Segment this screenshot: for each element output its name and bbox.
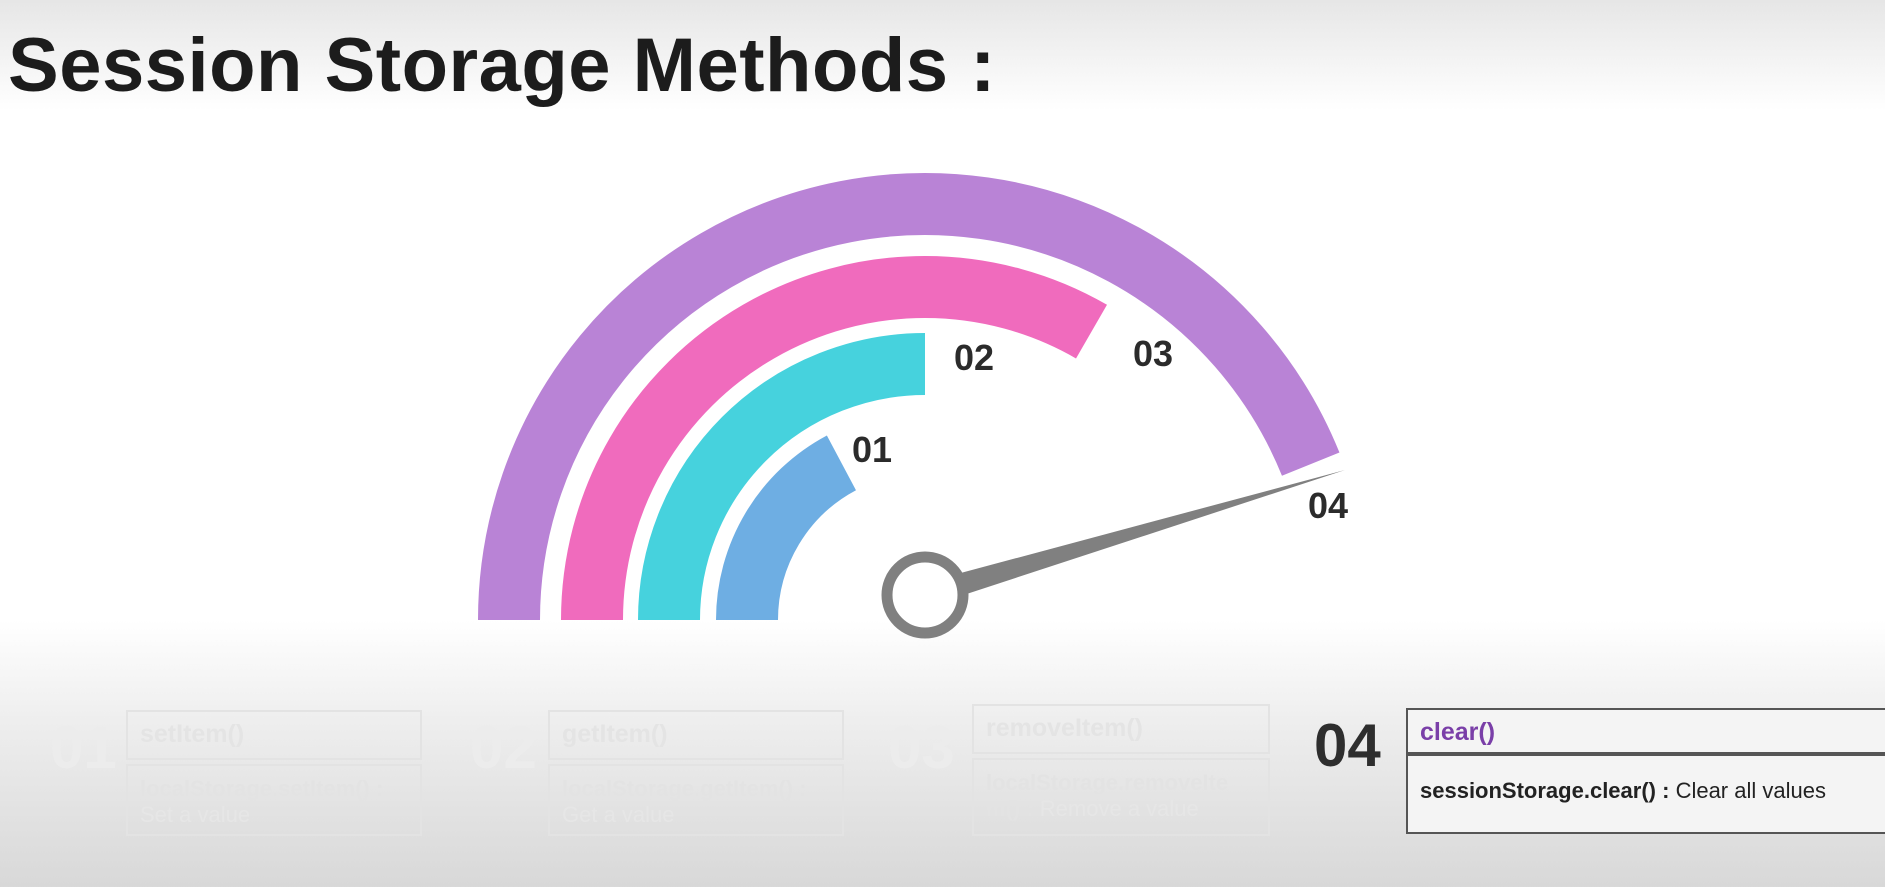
step-title: setItem() bbox=[140, 720, 245, 748]
gauge-label-02: 02 bbox=[954, 337, 994, 378]
step-description: sessionStorage.clear() : Clear all value… bbox=[1408, 756, 1885, 804]
step-code: localStorage.setItem() : bbox=[140, 776, 384, 801]
needle-pointer bbox=[921, 470, 1345, 607]
step-title-box: removeItem() bbox=[972, 704, 1270, 754]
step-desc-text: Clear all values bbox=[1675, 778, 1826, 803]
step-desc-box: sessionStorage.clear() : Clear all value… bbox=[1406, 754, 1885, 834]
step-code: sessionStorage.clear() : bbox=[1420, 778, 1670, 803]
step-desc-box: localStorage.getItem() : Get a value bbox=[548, 764, 844, 836]
step-desc-box: localStorage.removeIte m() : Remove a val… bbox=[972, 758, 1270, 836]
step-number: 01 bbox=[50, 714, 117, 781]
step-desc-text: Set a value bbox=[140, 802, 251, 828]
gauge-ring-01 bbox=[716, 435, 857, 621]
step-description: localStorage.removeIte m() : Remove a val… bbox=[974, 760, 1268, 823]
gauge-label-01: 01 bbox=[852, 429, 892, 470]
step-desc-text: Remove a value bbox=[1039, 796, 1199, 822]
step-title: removeItem() bbox=[986, 714, 1143, 742]
step-number: 02 bbox=[470, 714, 537, 781]
gauge-needle bbox=[881, 470, 1345, 639]
step-title-box: getItem() bbox=[548, 710, 844, 760]
step-title-box: clear() bbox=[1406, 708, 1885, 754]
step-description: localStorage.setItem() : Set a value bbox=[128, 766, 420, 829]
step-code: localStorage.removeIte bbox=[986, 770, 1229, 795]
step-title: clear() bbox=[1420, 718, 1496, 746]
step-number: 04 bbox=[1314, 712, 1381, 779]
step-title: getItem() bbox=[562, 720, 668, 748]
step-code-cont: m() : bbox=[986, 796, 1034, 822]
step-code: localStorage.getItem() : bbox=[562, 776, 807, 801]
gauge-label-04: 04 bbox=[1308, 485, 1348, 526]
needle-hub bbox=[881, 551, 969, 639]
page-title: Session Storage Methods : bbox=[8, 23, 996, 108]
step-title-box: setItem() bbox=[126, 710, 422, 760]
gauge-ring-04 bbox=[478, 173, 1340, 621]
step-description: localStorage.getItem() : Get a value bbox=[550, 766, 842, 829]
gauge-ring-02 bbox=[638, 333, 926, 621]
gauge-ring-03 bbox=[561, 256, 1107, 621]
step-number: 03 bbox=[888, 714, 955, 781]
step-desc-box: localStorage.setItem() : Set a value bbox=[126, 764, 422, 836]
gauge-label-03: 03 bbox=[1133, 333, 1173, 374]
step-desc-text: Get a value bbox=[562, 802, 675, 828]
